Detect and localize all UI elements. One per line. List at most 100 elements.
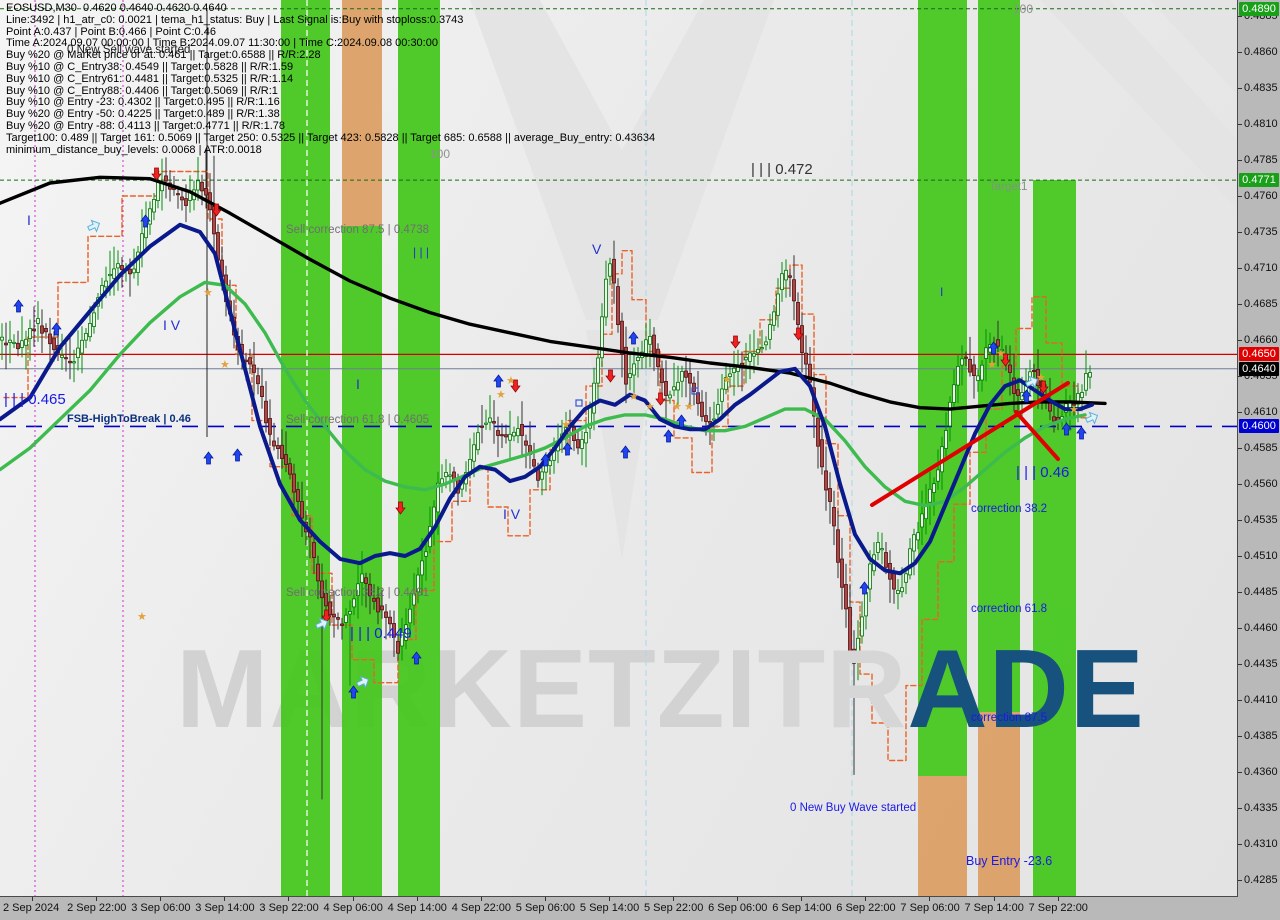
price-tick [1238, 303, 1242, 305]
price-tick [1238, 735, 1242, 737]
price-tick [1238, 447, 1242, 449]
price-axis[interactable]: 0.4885 0.4860 0.4835 0.4810 0.4785 0.4760 0.47… [1238, 0, 1280, 897]
price-label: 0.4510 [1244, 550, 1278, 562]
red-trendline [870, 381, 1070, 507]
price-badge: 0.4890 [1239, 1, 1279, 16]
time-axis[interactable]: 2 Sep 2024 2 Sep 22:00 3 Sep 06:00 3 Sep 14… [0, 897, 1238, 920]
candle-body [40, 325, 44, 334]
price-badge: 0.4771 [1239, 173, 1279, 188]
candle-body [444, 471, 448, 478]
candle-body [816, 417, 820, 447]
chart-canvas[interactable]: MARKETZITRADE MARKETZITRADE ★ ★ ★ ★ ★ ★ ★ ★ ★ ★ ★ ★… [0, 0, 1238, 897]
logo-shape [470, 0, 774, 320]
candle-body [4, 342, 8, 346]
candle-body [652, 334, 656, 355]
candle-body [672, 386, 676, 391]
candle-body [268, 418, 272, 435]
buy-arrow-icon [51, 322, 62, 336]
candle-body [808, 363, 812, 383]
star-icon: ★ [1036, 372, 1046, 384]
candle-body [768, 324, 772, 340]
candle-body [320, 580, 324, 599]
candle-body [604, 278, 608, 318]
candle-body [352, 598, 356, 608]
candle-body [384, 611, 388, 618]
candle-body [176, 193, 180, 196]
candle-body [280, 444, 284, 459]
signal-band [918, 0, 967, 776]
price-label: 0.4685 [1244, 298, 1278, 310]
candle-body [1088, 372, 1092, 378]
info-line-11: Target100: 0.489 || Target 161: 0.5069 |… [6, 131, 656, 144]
logo-shape [1150, 0, 1237, 94]
time-tick [865, 897, 867, 901]
time-tick [480, 897, 482, 901]
buy-arrow-icon [620, 445, 631, 459]
candle-body [392, 623, 396, 638]
candle-body [496, 430, 500, 436]
candle-body [52, 337, 56, 351]
price-tick [1238, 195, 1242, 197]
candle-body [388, 616, 392, 625]
candle-body [132, 268, 136, 274]
breakout-arrow-icon [356, 675, 370, 689]
time-tick [224, 897, 226, 901]
time-label: 4 Sep 14:00 [387, 902, 447, 914]
candle-body [796, 301, 800, 325]
time-tick [32, 897, 33, 901]
candle-body [476, 432, 480, 451]
price-label: 0.4285 [1244, 874, 1278, 886]
candle-body [980, 364, 984, 381]
candle-body [504, 434, 508, 438]
candle-body [836, 529, 840, 563]
candle-body [260, 385, 264, 397]
candle-body [596, 357, 600, 384]
candle-body [84, 332, 88, 341]
candle-body [372, 597, 376, 602]
star-icon: ★ [684, 401, 694, 413]
candle-body [60, 354, 64, 358]
time-tick [801, 897, 803, 901]
time-label: 2 Sep 2024 [3, 902, 60, 914]
price-tick [1238, 591, 1242, 593]
time-label: 6 Sep 22:00 [836, 902, 896, 914]
candle-body [948, 401, 952, 427]
candle-body [1036, 369, 1040, 387]
candle-body [1084, 373, 1088, 391]
candle-body [64, 357, 68, 360]
candle-body [868, 563, 872, 590]
candle-body [48, 333, 52, 345]
buy-arrow-icon [348, 685, 359, 699]
candle-body [600, 316, 604, 359]
candle-body [748, 352, 752, 362]
candle-body [484, 422, 488, 425]
background-logo [470, 0, 1237, 560]
sell-arrow-icon [395, 501, 406, 515]
price-tick [1238, 411, 1242, 413]
candle-body [32, 328, 36, 332]
time-label: 2 Sep 22:00 [67, 902, 127, 914]
star-icon: ★ [629, 391, 639, 403]
candle-body [1080, 392, 1084, 398]
candle-body [128, 268, 132, 275]
price-label: 0.4660 [1244, 334, 1278, 346]
candle-body [104, 280, 108, 288]
candle-body [704, 415, 708, 422]
price-tick [1238, 807, 1242, 809]
star-icon: ★ [203, 287, 213, 299]
candle-body [772, 311, 776, 326]
price-label: 0.4410 [1244, 694, 1278, 706]
candle-body [648, 335, 652, 345]
candle-body [24, 338, 28, 346]
info-line-7: Buy %10 @ C_Entry88: 0.4406 || Target:0.… [6, 84, 278, 97]
candle-body [820, 439, 824, 468]
sell-arrow-icon [793, 327, 804, 341]
candle-body [28, 327, 32, 339]
candle-body [844, 584, 848, 610]
candle-body [248, 357, 252, 365]
candle-body [92, 312, 96, 327]
sell-arrow-icon [1038, 380, 1049, 394]
ma-black-htf [0, 175, 1107, 411]
candle-body [548, 460, 552, 466]
candle-body [376, 597, 380, 613]
